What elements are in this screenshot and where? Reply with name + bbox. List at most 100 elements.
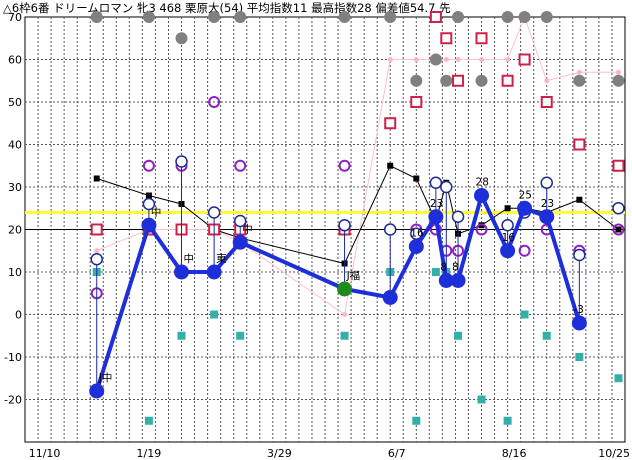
x-tick-label: 11/10	[29, 447, 61, 460]
teal-square-point	[542, 331, 551, 340]
x-tick-labels: 11/10 1/19 3/29 6/7 8/16 10/25	[29, 447, 630, 460]
gray-dot-point	[90, 11, 103, 23]
pink-point	[479, 57, 485, 62]
main-point	[408, 239, 424, 254]
main-point	[517, 200, 533, 216]
pink-point	[387, 57, 393, 62]
navy-open-circle-point	[90, 253, 103, 266]
main-point	[428, 209, 444, 225]
y-tick-labels: 70 60 50 40 30 20 10 0 -10 -20	[4, 11, 22, 407]
main-point-label: 23	[541, 198, 554, 210]
teal-square-point	[520, 310, 529, 319]
y-tick-label: -20	[4, 394, 22, 407]
teal-square-point	[177, 331, 186, 340]
x-tick-label: 6/7	[388, 447, 406, 460]
pink-point	[443, 57, 449, 62]
purple-ring-point	[475, 223, 488, 236]
main-point-label: 東	[216, 252, 227, 265]
red-square-point	[410, 96, 423, 108]
gray-dot-point	[175, 32, 188, 45]
main-point-label: J中	[98, 371, 113, 384]
purple-ring-point	[234, 159, 247, 172]
black-square-point	[504, 205, 511, 212]
gray-dot-point	[208, 11, 221, 23]
main-point	[141, 217, 157, 233]
teal-square-point	[614, 374, 623, 383]
main-point-label: 中	[151, 205, 162, 218]
y-tick-label: 10	[8, 266, 22, 279]
chart-title: △6枠6番 ドリームロマン 牝3 468 栗原大(54) 平均指数11 最高指数…	[3, 1, 451, 15]
gray-dot-point	[518, 11, 531, 23]
main-point-label: 16	[410, 228, 424, 240]
teal-square-point	[412, 416, 421, 425]
gray-dot-point	[410, 74, 423, 87]
pink-point	[342, 312, 348, 317]
main-point-label: 25	[519, 189, 532, 201]
pink-point	[615, 69, 621, 75]
main-point-label: 8	[452, 262, 459, 274]
teal-square-point	[144, 416, 153, 425]
teal-square-point	[236, 331, 245, 340]
y-tick-label: 0	[15, 309, 22, 322]
navy-open-circle-point	[540, 176, 553, 189]
gray-dot-point	[452, 11, 465, 23]
purple-ring-point	[518, 244, 531, 257]
y-tick-label: 70	[8, 11, 22, 24]
navy-open-circle-point	[451, 210, 465, 223]
main-point	[232, 234, 248, 250]
teal-square-point	[210, 310, 219, 319]
pink-point	[576, 69, 582, 75]
red-square-point	[518, 53, 531, 66]
main-point-label: 中	[184, 252, 195, 265]
main-point	[571, 315, 587, 331]
red-square-point	[452, 74, 465, 87]
teal-square-point	[454, 331, 463, 340]
main-point-label: J福	[346, 269, 361, 282]
black-square-point	[387, 162, 394, 169]
x-tick-label: 1/19	[137, 447, 162, 460]
navy-open-circle-point	[612, 202, 625, 215]
pink-point	[505, 57, 511, 62]
purple-ring-point	[208, 96, 221, 108]
navy-open-circle-point	[501, 219, 514, 232]
purple-ring-point	[142, 159, 155, 172]
teal-square-point	[340, 331, 349, 340]
gray-dot-point	[142, 11, 155, 23]
pink-point	[94, 248, 100, 254]
black-square-point	[145, 192, 152, 199]
teal-square-point	[431, 268, 440, 276]
gray-dot-point	[475, 74, 488, 87]
y-tick-label: -10	[4, 351, 22, 364]
black-square-point	[413, 175, 420, 182]
main-point-label: 23	[430, 198, 443, 210]
pink-point	[413, 57, 419, 62]
teal-square-point	[503, 416, 512, 425]
y-tick-label: 40	[8, 139, 22, 152]
navy-open-circle-point	[175, 155, 188, 168]
red-square-point	[573, 138, 586, 151]
main-point	[500, 243, 516, 259]
red-square-point	[612, 159, 625, 172]
main-point-label: 中	[242, 222, 253, 235]
gray-dot-point	[573, 74, 586, 87]
main-series-line	[94, 193, 582, 392]
navy-open-circle-point	[233, 214, 247, 228]
black-square-point	[93, 175, 100, 182]
red-square-point	[475, 32, 488, 45]
purple-ring-point	[612, 223, 625, 236]
red-square-point	[501, 74, 514, 87]
main-point-label: -3	[573, 304, 583, 316]
navy-open-circle-point	[429, 176, 443, 189]
main-point	[539, 209, 555, 225]
navy-open-circle-point	[207, 206, 221, 219]
navy-open-circle-point	[142, 197, 156, 211]
gray-dot-point	[612, 74, 625, 87]
main-point-label: 16	[502, 232, 516, 244]
main-point	[89, 383, 105, 399]
main-point-label: 28	[476, 177, 489, 189]
purple-ring-point	[338, 159, 351, 172]
gray-dot-point	[429, 53, 442, 66]
gray-dot-point	[540, 11, 553, 23]
